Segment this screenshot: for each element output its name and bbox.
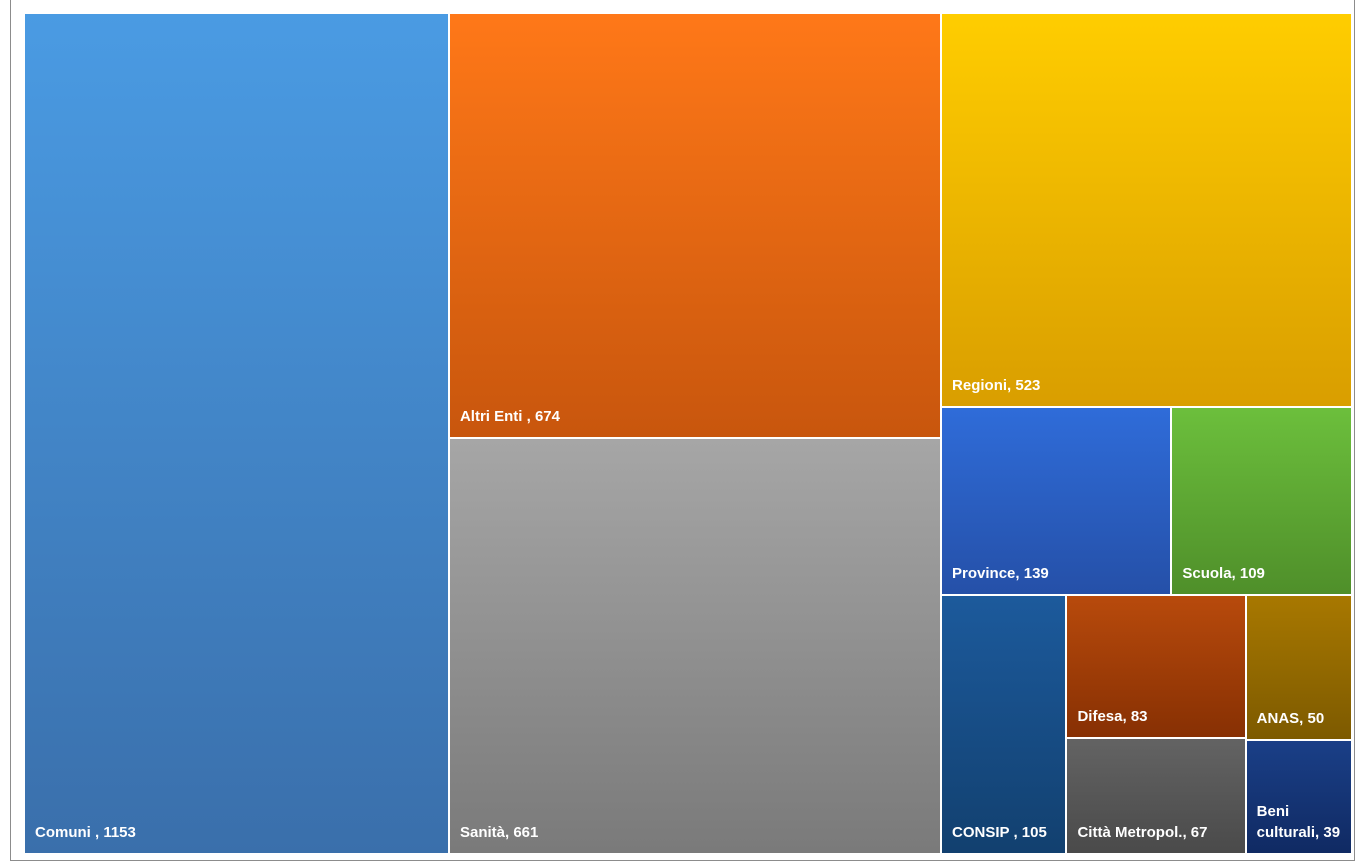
tile-difesa[interactable]: Difesa, 83 [1066, 594, 1246, 739]
tile-label-comuni: Comuni , 1153 [35, 824, 136, 841]
treemap-chart: Comuni , 1153 Altri Enti , 674 Sanità, 661… [24, 13, 1352, 854]
tile-label-citta-metropol: Città Metropol., 67 [1077, 823, 1208, 841]
tile-label-consip: CONSIP , 105 [952, 823, 1047, 841]
tile-regioni[interactable]: Regioni, 523 [941, 13, 1352, 408]
tile-label-regioni: Regioni, 523 [952, 377, 1041, 395]
tile-sanita[interactable]: Sanità, 661 [448, 437, 942, 854]
tile-altri-enti[interactable]: Altri Enti , 674 [448, 13, 942, 438]
tile-comuni[interactable]: Comuni , 1153 [24, 13, 449, 854]
tile-beni-culturali[interactable]: Beni culturali, 39 [1245, 740, 1352, 854]
tile-anas[interactable]: ANAS, 50 [1245, 594, 1352, 741]
tile-province[interactable]: Province, 139 [941, 407, 1172, 595]
tile-label-sanita: Sanità, 661 [459, 823, 539, 841]
tile-label-beni-culturali: Beni culturali, 39 [1256, 802, 1341, 841]
tile-label-province: Province, 139 [952, 564, 1049, 582]
tile-citta-metropol[interactable]: Città Metropol., 67 [1066, 738, 1246, 854]
tile-label-scuola: Scuola, 109 [1182, 564, 1265, 582]
tile-label-difesa: Difesa, 83 [1077, 708, 1148, 726]
tile-label-anas: ANAS, 50 [1256, 710, 1325, 728]
tile-consip[interactable]: CONSIP , 105 [941, 594, 1067, 854]
tile-label-altri-enti: Altri Enti , 674 [459, 407, 560, 425]
tile-scuola[interactable]: Scuola, 109 [1171, 407, 1352, 595]
